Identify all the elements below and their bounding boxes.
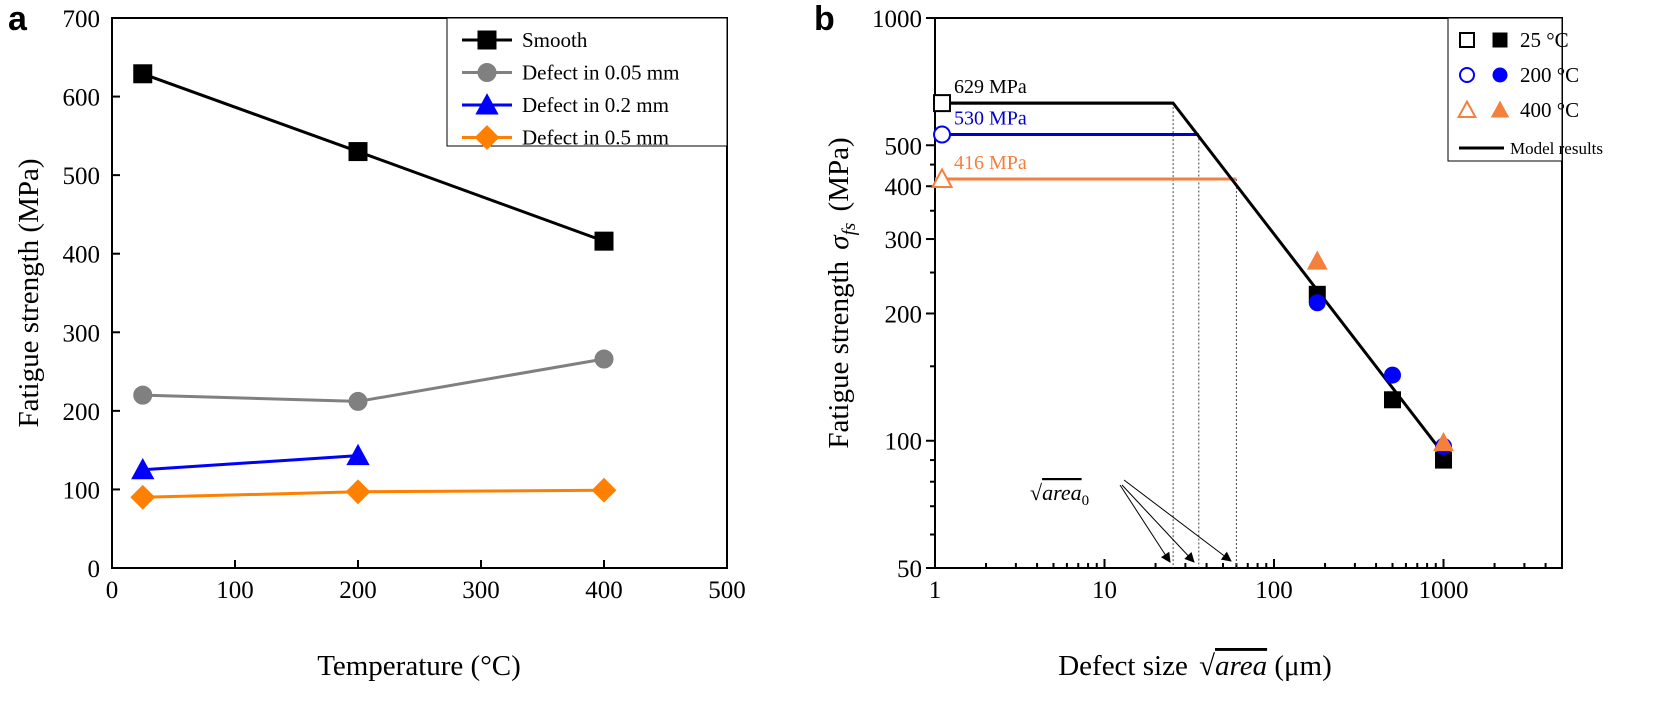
legend-label-1: Defect in 0.05 mm	[522, 61, 679, 85]
x-tick-label-a: 100	[216, 577, 254, 604]
y-tick-label-a: 700	[63, 6, 101, 33]
series-line-2	[142, 454, 359, 472]
filled-point-1	[1308, 294, 1326, 312]
filled-point-2	[1433, 431, 1454, 452]
y-tick-label-a: 300	[63, 320, 101, 347]
data-point-2	[131, 457, 155, 480]
y-tick-label-a: 200	[63, 399, 101, 426]
series-line-3	[142, 488, 605, 499]
data-point-2	[346, 443, 370, 466]
filled-point-2	[1306, 250, 1328, 270]
filled-point-1	[1383, 366, 1401, 384]
legend-label-3: Defect in 0.5 mm	[522, 126, 669, 150]
legend-open-marker-0	[1459, 32, 1475, 48]
panel-b: Defect size √area (μm) Fatigue strength …	[823, 6, 1603, 682]
series-line-1	[142, 357, 605, 403]
x-tick-label-b: 1000	[1419, 577, 1469, 604]
plot-frame-a	[111, 17, 728, 569]
y-axis-label-a: Fatigue strength (MPa)	[13, 158, 45, 427]
data-point-3	[591, 477, 617, 503]
legend-open-marker-1	[1459, 67, 1475, 83]
data-point-0	[348, 142, 368, 162]
y-tick-label-b: 400	[885, 174, 923, 201]
filled-point-0	[1383, 391, 1401, 409]
legend-label-0: Smooth	[522, 28, 588, 52]
annotation-arrow-2	[1123, 479, 1232, 562]
x-tick-label-a: 300	[462, 577, 500, 604]
x-tick-label-a: 400	[585, 577, 623, 604]
legend-label-1: 200 °C	[1520, 63, 1579, 87]
panel-a: Temperature (°C) Fatigue strength (MPa) …	[13, 6, 746, 682]
open-point-0	[933, 94, 952, 113]
legend-filled-marker-0	[1492, 32, 1508, 48]
legend-filled-marker-2	[1490, 100, 1510, 118]
y-axis-label-b: Fatigue strength σfs (MPa)	[823, 137, 862, 448]
y-tick-label-a: 400	[63, 242, 101, 269]
y-tick-label-b: 500	[885, 133, 923, 160]
open-point-1	[933, 125, 952, 144]
y-tick-label-a: 500	[63, 163, 101, 190]
y-tick-label-a: 600	[63, 85, 101, 112]
data-point-3	[345, 479, 371, 505]
y-tick-label-b: 300	[885, 227, 923, 254]
legend-label-2: 400 °C	[1520, 98, 1579, 122]
legend-marker-2	[475, 93, 499, 115]
legend-model-label: Model results	[1510, 139, 1603, 158]
x-tick-label-b: 100	[1255, 577, 1293, 604]
legend-open-marker-2	[1456, 99, 1478, 118]
legend-label-2: Defect in 0.2 mm	[522, 93, 669, 117]
y-tick-label-a: 0	[88, 556, 101, 583]
data-point-0	[133, 64, 153, 84]
y-tick-label-b: 100	[885, 429, 923, 456]
legend-filled-marker-1	[1492, 67, 1508, 83]
y-tick-label-b: 50	[897, 556, 922, 583]
x-axis-label-a: Temperature (°C)	[317, 650, 521, 682]
x-tick-label-b: 1	[929, 577, 942, 604]
y-tick-label-b: 1000	[872, 6, 922, 33]
x-tick-label-b: 10	[1092, 577, 1117, 604]
open-point-2	[930, 167, 954, 189]
data-point-1	[133, 385, 153, 405]
x-tick-label-a: 200	[339, 577, 377, 604]
plateau-label-0: 629 MPa	[954, 76, 1027, 98]
data-point-0	[594, 231, 614, 251]
model-line	[935, 101, 1445, 455]
annotation-arrow-1	[1121, 484, 1195, 563]
y-tick-label-a: 100	[63, 477, 101, 504]
data-point-1	[348, 391, 368, 411]
annotation-arrow-0	[1119, 484, 1171, 563]
data-point-1	[594, 349, 614, 369]
plateau-label-2: 416 MPa	[954, 152, 1027, 174]
legend-marker-3	[474, 125, 500, 150]
x-axis-label-b: Defect size √area (μm)	[1058, 650, 1332, 682]
data-point-3	[130, 484, 156, 510]
legend-label-0: 25 °C	[1520, 28, 1569, 52]
legend-marker-1	[477, 63, 497, 82]
annotation-sqrt-area0: √area0	[1030, 480, 1089, 509]
y-tick-label-b: 200	[885, 301, 923, 328]
panel-label-b: b	[814, 0, 835, 38]
panel-label-a: a	[8, 0, 28, 38]
plateau-label-1: 530 MPa	[954, 108, 1027, 130]
x-tick-label-a: 500	[708, 577, 746, 604]
legend-marker-0	[477, 30, 497, 50]
x-tick-label-a: 0	[106, 577, 119, 604]
